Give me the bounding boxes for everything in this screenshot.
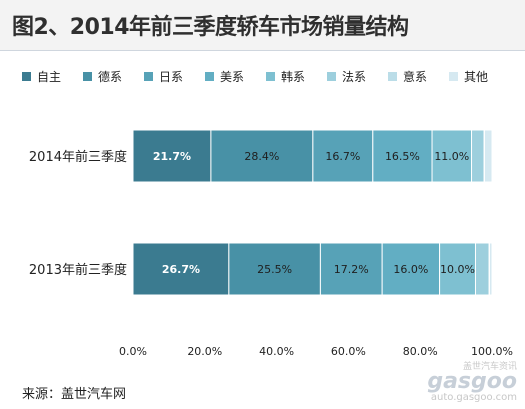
data-label: 16.5%	[385, 150, 420, 163]
legend-label: 德系	[98, 69, 123, 84]
legend-swatch	[83, 71, 92, 81]
legend-label: 法系	[342, 69, 367, 84]
legend-item-5: 法系	[327, 66, 366, 86]
data-label: 21.7%	[153, 150, 191, 163]
legend-item-7: 其他	[449, 66, 488, 86]
legend-swatch	[327, 71, 336, 81]
stacked-bar-chart: 2014年前三季度 21.7% 28.4% 16.7% 16.5% 11.0% 2013年前…	[29, 129, 513, 358]
data-label: 11.0%	[434, 150, 469, 163]
x-tick-label: 20.0%	[187, 345, 222, 358]
data-label: 26.7%	[162, 263, 200, 276]
data-label: 16.0%	[393, 263, 428, 276]
bar-segment	[439, 242, 476, 296]
data-label: 28.4%	[244, 150, 279, 163]
bar-segment	[488, 242, 493, 296]
watermark-cn: 盖世汽车资讯	[462, 362, 517, 372]
legend-swatch	[388, 71, 397, 81]
legend-swatch	[22, 71, 31, 81]
legend-label: 其他	[464, 69, 489, 84]
x-tick-label: 40.0%	[259, 345, 294, 358]
data-label: 25.5%	[257, 263, 292, 276]
legend-item-1: 德系	[83, 66, 122, 86]
watermark: 盖世汽车资讯 gasgoo auto.gasgoo.com	[427, 359, 517, 403]
x-tick-label: 80.0%	[403, 345, 438, 358]
source-note: 来源：盖世汽车网	[22, 387, 127, 402]
legend-swatch	[205, 71, 214, 81]
bar-segment	[381, 242, 441, 296]
legend-label: 美系	[220, 69, 245, 84]
legend-label: 韩系	[281, 69, 306, 84]
legend-swatch	[266, 71, 275, 81]
data-label: 10.0%	[440, 263, 475, 276]
x-tick-label: 60.0%	[331, 345, 366, 358]
bar-segment	[312, 129, 374, 183]
x-tick-label: 0.0%	[119, 345, 147, 358]
legend-label: 日系	[159, 69, 184, 84]
legend-item-0: 自主	[22, 66, 61, 86]
legend-item-3: 美系	[205, 66, 244, 86]
bar-segment	[431, 129, 473, 183]
title-bar: 图2、2014年前三季度轿车市场销量结构	[0, 0, 525, 51]
category-label: 2014年前三季度	[29, 149, 127, 165]
x-tick-label: 100.0%	[471, 345, 513, 358]
legend-item-4: 韩系	[266, 66, 305, 86]
category-label: 2013年前三季度	[29, 262, 127, 278]
legend-label: 意系	[403, 69, 428, 84]
legend-label: 自主	[37, 69, 62, 84]
bar-segment	[483, 129, 493, 183]
bar-segment	[228, 242, 321, 296]
bar-segment	[474, 242, 490, 296]
data-label: 17.2%	[334, 263, 369, 276]
chart-legend: 自主 德系 日系 美系 韩系 法系 意系 其他	[22, 66, 517, 86]
watermark-logo: gasgoo	[427, 369, 517, 394]
bar-segment	[132, 242, 230, 296]
chart-title: 图2、2014年前三季度轿车市场销量结构	[12, 15, 409, 40]
legend-swatch	[144, 71, 153, 81]
bar-segment	[210, 129, 314, 183]
data-label: 16.7%	[325, 150, 360, 163]
bar-segment	[132, 129, 212, 183]
legend-swatch	[449, 71, 458, 81]
bar-segment	[471, 129, 485, 183]
legend-item-6: 意系	[388, 66, 427, 86]
bar-segment	[319, 242, 383, 296]
legend-item-2: 日系	[144, 66, 183, 86]
watermark-url: auto.gasgoo.com	[430, 392, 517, 403]
